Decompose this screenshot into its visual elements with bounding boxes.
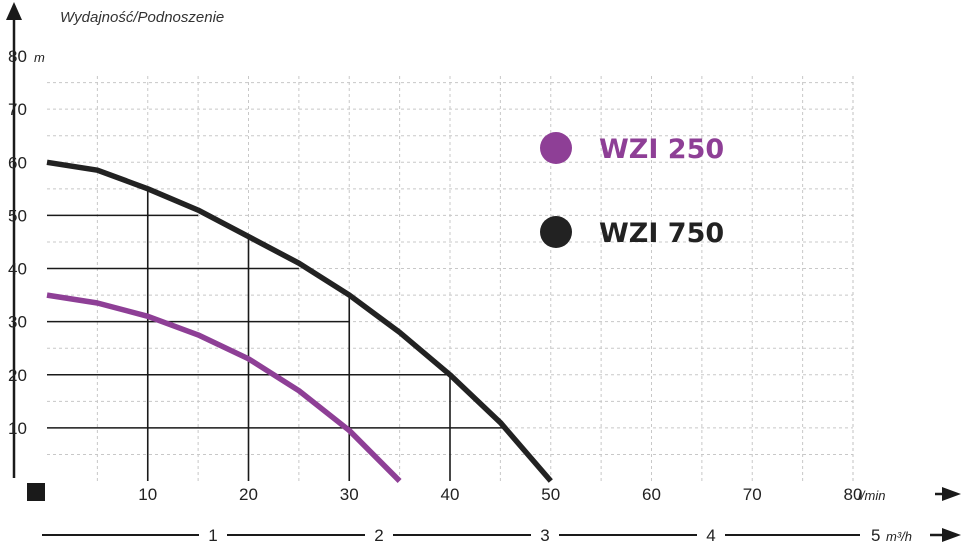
x2-tick-gap: [365, 527, 393, 543]
x2-tick-gap: [862, 527, 924, 543]
legend-label: WZI 250: [599, 134, 724, 165]
x2-tick-gap: [199, 527, 227, 543]
x-tick-label: 20: [239, 485, 258, 504]
series-line-wzi-250: [46, 292, 402, 483]
grid-major: [47, 188, 508, 481]
y-tick-label: 40: [8, 260, 27, 279]
y-tick-label: 70: [8, 100, 27, 119]
legend: WZI 250 WZI 750: [540, 132, 724, 249]
x2-tick-gap: [697, 527, 725, 543]
y-tick-label: 50: [8, 206, 27, 225]
y-tick-label: 60: [8, 153, 27, 172]
x2-tick-label: 1: [208, 526, 217, 545]
x-tick-label: 50: [541, 485, 560, 504]
series-line-wzi-750: [46, 159, 553, 483]
legend-label: WZI 750: [599, 218, 724, 249]
x-axis-arrow-icon: [942, 487, 961, 501]
x-tick-label: 60: [642, 485, 661, 504]
y-tick-label: 10: [8, 419, 27, 438]
x-tick-label: 70: [743, 485, 762, 504]
y-axis-title: Wydajność/Podnoszenie: [60, 9, 224, 26]
y-axis-arrow-icon: [6, 2, 22, 20]
labels: 10 20 30 40 50 60 70 80 m Wydajność/Podnoszenie 10…: [8, 9, 912, 545]
x2-tick-gap: [531, 527, 559, 543]
x2-tick-label: 2: [374, 526, 383, 545]
y-tick-label: 80: [8, 47, 27, 66]
x-tick-label: 40: [441, 485, 460, 504]
x2-unit-label: m³/h: [886, 529, 912, 544]
y-unit-label: m: [34, 50, 45, 65]
x2-tick-label: 4: [706, 526, 715, 545]
axes: [6, 2, 961, 543]
series-layer: [46, 159, 553, 483]
y-tick-label: 30: [8, 313, 27, 332]
x-tick-label: 30: [340, 485, 359, 504]
legend-marker-icon: [540, 132, 572, 164]
x2-tick-label: 5: [871, 526, 880, 545]
legend-marker-icon: [540, 216, 572, 248]
origin-square-icon: [27, 483, 45, 501]
y-tick-label: 20: [8, 366, 27, 385]
x2-axis-arrow-icon: [942, 528, 961, 542]
x-unit-label: l/min: [858, 488, 885, 503]
x-tick-label: 80: [844, 485, 863, 504]
x2-tick-label: 3: [540, 526, 549, 545]
x-tick-label: 10: [138, 485, 157, 504]
